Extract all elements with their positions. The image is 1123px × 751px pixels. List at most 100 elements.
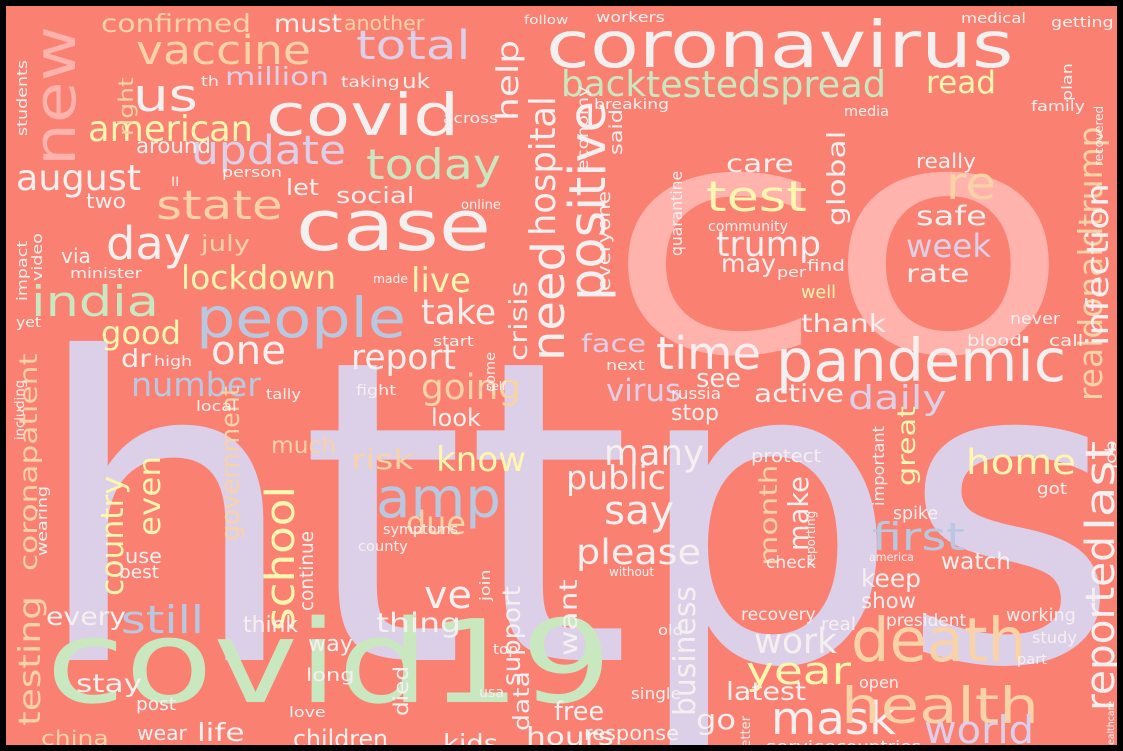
word-breaking: breaking [594,97,670,113]
word-way: way [308,630,353,657]
word-find: find [807,256,845,275]
word-every: every [46,602,127,631]
word-week: week [906,226,992,265]
word-go: go [696,703,737,736]
word-better: better [739,715,755,745]
word-trump: trump [716,224,822,265]
word-look: look [431,404,481,433]
word-healthcare: healthcare [1106,701,1117,745]
word-safe: safe [916,201,987,232]
word-follow: follow [524,13,569,27]
word-never: never [1010,309,1061,328]
word-economy: economy [574,85,592,171]
word-care: care [726,149,794,178]
word-getting: getting [1051,15,1114,31]
word-love: love [289,705,326,721]
word-local: local [196,399,237,415]
word-job: job [1102,440,1117,469]
word-read: read [926,65,997,102]
word-many: many [604,433,705,475]
word-re: re [946,157,996,210]
word-going: going [421,368,522,408]
word-cloud: https co coronavirus covid19 case covid new dea… [6,6,1117,745]
word-time: time [656,327,762,380]
word-impact: impact [15,240,31,301]
word-said: said [606,108,627,155]
word-died: died [389,665,413,716]
word-media: media [844,104,890,120]
word-call: call [1049,331,1084,350]
word-must: must [274,9,343,38]
word-rate: rate [906,259,970,288]
word-across: across [443,111,499,127]
word-uk: uk [402,69,431,93]
word-person: person [222,165,282,181]
word-continue: continue [296,531,318,611]
word-pandemic: pandemic [776,325,1067,395]
word-fight: fight [356,383,397,399]
word-test: test [706,172,807,221]
word-yet: yet [16,315,42,331]
word-state: state [156,183,283,229]
word-us: us [133,69,198,122]
word-china: china [41,726,109,745]
word-everyone: everyone [594,190,615,291]
word-stop: stop [671,400,719,427]
word-watch: watch [941,547,1012,575]
word-blood: blood [967,331,1022,350]
word-reported: reported [1078,536,1117,711]
word-social: social [336,184,415,209]
word-study: study [1032,627,1077,647]
word-july: july [201,232,250,257]
word-hours: hours [526,722,614,745]
word-th: th [201,74,219,90]
word-children: children [293,724,389,745]
word-public: public [566,458,666,497]
word-dr: dr [121,344,152,373]
word-august: august [16,158,142,199]
word-https: https [31,271,1117,745]
word-million: million [225,62,330,91]
word-good: good [101,314,181,353]
word-family: family [1031,99,1086,115]
word-around: around [136,134,211,160]
word-kids: kids [443,729,499,745]
word-recovered: recovered [1092,105,1106,166]
word-check: check [766,553,817,574]
word-first: first [872,515,965,559]
word-let: let [286,176,320,201]
word-show: show [861,588,917,614]
word-tested: tested [646,62,762,106]
word-face: face [581,329,647,358]
word-america: america [869,551,914,565]
word-well: well [801,282,836,303]
word-right: right [114,77,138,136]
word-work: work [754,621,837,662]
word-real: real [821,614,857,635]
word-usa: usa [479,685,504,701]
word-start: start [433,334,474,350]
word-top: top [493,642,519,658]
word-daily: daily [848,378,947,417]
word-due: due [406,504,466,542]
word-live: live [411,261,471,302]
word-thing: thing [376,608,462,639]
word-join: join [478,569,494,601]
word-thank: thank [801,309,886,338]
word-india: india [31,277,159,326]
word-next: next [606,358,645,374]
word-plan: plan [1060,63,1076,101]
word-total: total [356,23,471,69]
word-best: best [119,562,159,583]
word-video: video [30,233,46,281]
word-free: free [554,695,605,726]
word-self: self [486,380,506,394]
word-tally: tally [266,387,302,403]
word-wearing: wearing [35,485,51,556]
word-per: per [777,265,807,281]
word-latest: latest [726,677,806,706]
word-death: death [851,605,1027,676]
word-quarantine: quarantine [668,170,687,256]
word-use: use [125,544,162,568]
word-help: help [491,39,526,121]
